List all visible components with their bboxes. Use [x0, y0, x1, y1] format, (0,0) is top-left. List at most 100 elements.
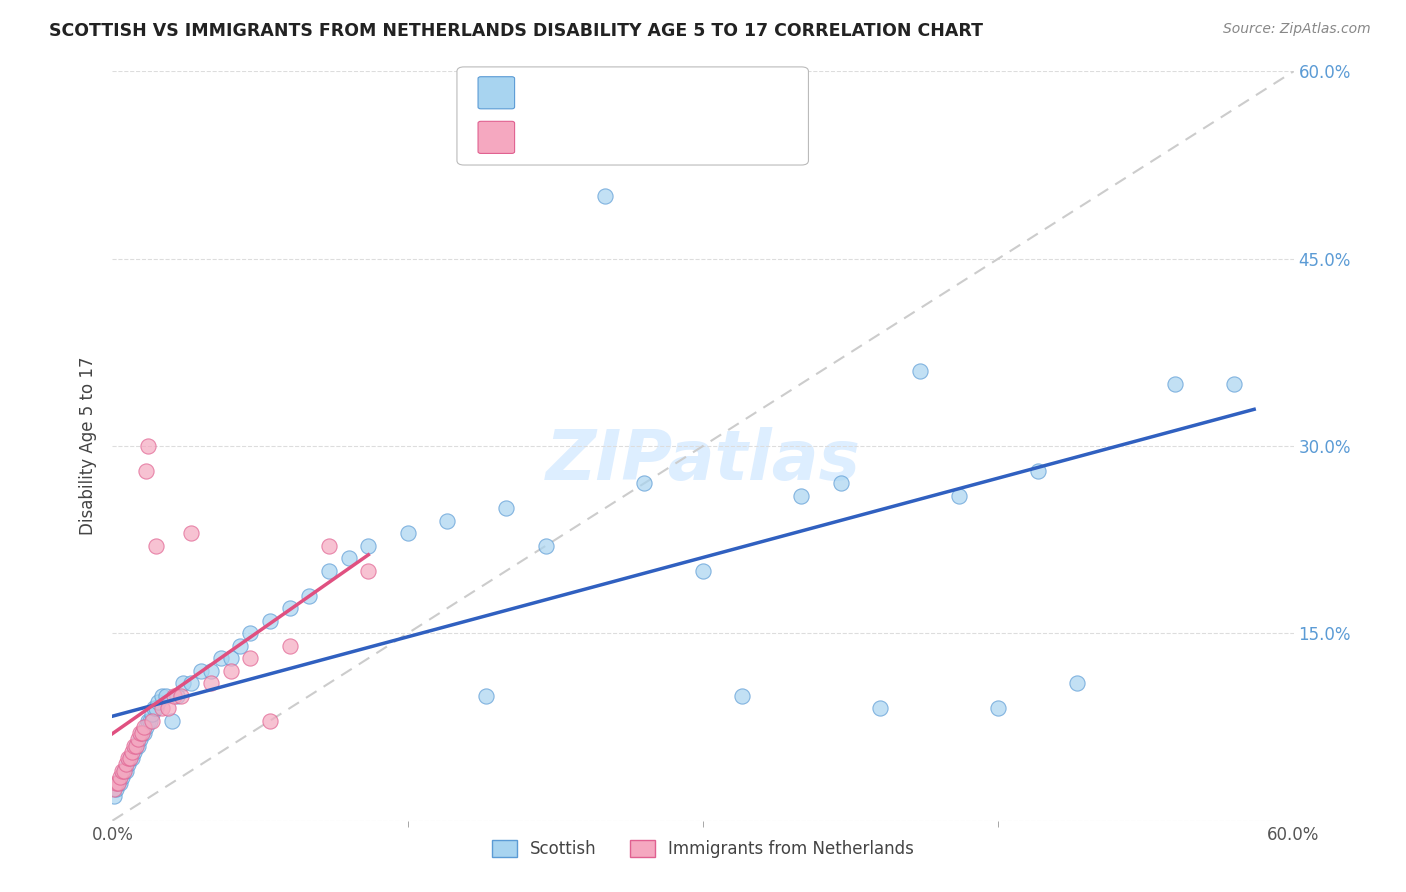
- Point: [129, 732, 152, 747]
- Point: [103, 789, 125, 803]
- Point: [139, 714, 162, 728]
- Point: [103, 782, 125, 797]
- Point: [127, 739, 149, 753]
- Point: [731, 689, 754, 703]
- Point: [117, 751, 139, 765]
- Point: [111, 764, 134, 778]
- Text: 0.615: 0.615: [568, 87, 624, 105]
- Point: [357, 564, 380, 578]
- Point: [1223, 376, 1246, 391]
- Point: [318, 539, 340, 553]
- Point: [219, 651, 242, 665]
- Point: [132, 720, 155, 734]
- Point: [495, 501, 517, 516]
- Point: [145, 701, 167, 715]
- Point: [150, 701, 173, 715]
- Point: [436, 514, 458, 528]
- Point: [180, 676, 202, 690]
- Text: 32: 32: [686, 132, 711, 150]
- Point: [166, 689, 188, 703]
- Point: [135, 464, 157, 478]
- Point: [136, 714, 159, 728]
- Point: [337, 551, 360, 566]
- Text: R =: R =: [526, 132, 565, 150]
- Point: [200, 676, 222, 690]
- Point: [115, 757, 138, 772]
- Point: [112, 764, 135, 778]
- Point: [908, 364, 931, 378]
- Legend: Scottish, Immigrants from Netherlands: Scottish, Immigrants from Netherlands: [485, 833, 921, 864]
- Point: [125, 739, 148, 753]
- Point: [145, 539, 167, 553]
- Point: [111, 770, 134, 784]
- Point: [131, 726, 153, 740]
- Y-axis label: Disability Age 5 to 17: Disability Age 5 to 17: [79, 357, 97, 535]
- Point: [120, 751, 142, 765]
- Point: [120, 751, 142, 765]
- Point: [125, 739, 148, 753]
- Point: [987, 701, 1010, 715]
- Point: [105, 776, 128, 790]
- Point: [127, 732, 149, 747]
- Point: [115, 764, 138, 778]
- Point: [190, 664, 212, 678]
- Point: [396, 526, 419, 541]
- Point: [790, 489, 813, 503]
- Point: [141, 707, 163, 722]
- Point: [110, 770, 132, 784]
- Point: [150, 689, 173, 703]
- Point: [239, 626, 262, 640]
- Point: [1066, 676, 1088, 690]
- Text: Source: ZipAtlas.com: Source: ZipAtlas.com: [1223, 22, 1371, 37]
- Point: [298, 589, 321, 603]
- Point: [229, 639, 252, 653]
- Point: [534, 539, 557, 553]
- Point: [869, 701, 891, 715]
- Point: [259, 714, 281, 728]
- Point: [142, 701, 165, 715]
- Point: [1164, 376, 1187, 391]
- Point: [132, 726, 155, 740]
- Point: [948, 489, 970, 503]
- Point: [135, 720, 157, 734]
- Point: [146, 695, 169, 709]
- Point: [129, 726, 152, 740]
- Point: [692, 564, 714, 578]
- Point: [318, 564, 340, 578]
- Point: [475, 689, 498, 703]
- Point: [107, 776, 129, 790]
- Point: [156, 701, 179, 715]
- Point: [131, 726, 153, 740]
- Point: [122, 745, 145, 759]
- Text: 60: 60: [686, 87, 711, 105]
- Point: [117, 757, 139, 772]
- Point: [136, 439, 159, 453]
- Point: [259, 614, 281, 628]
- Text: SCOTTISH VS IMMIGRANTS FROM NETHERLANDS DISABILITY AGE 5 TO 17 CORRELATION CHART: SCOTTISH VS IMMIGRANTS FROM NETHERLANDS …: [49, 22, 983, 40]
- Point: [1026, 464, 1049, 478]
- Point: [180, 526, 202, 541]
- Point: [200, 664, 222, 678]
- Point: [105, 782, 128, 797]
- Point: [121, 751, 143, 765]
- Point: [122, 739, 145, 753]
- Point: [219, 664, 242, 678]
- Text: N =: N =: [630, 132, 682, 150]
- Text: 0.269: 0.269: [568, 132, 624, 150]
- Point: [160, 714, 183, 728]
- Text: ZIPatlas: ZIPatlas: [546, 427, 860, 494]
- Point: [633, 476, 655, 491]
- Point: [162, 689, 184, 703]
- Point: [170, 689, 193, 703]
- Point: [239, 651, 262, 665]
- Point: [107, 776, 129, 790]
- Point: [278, 601, 301, 615]
- Point: [209, 651, 232, 665]
- Point: [357, 539, 380, 553]
- Point: [278, 639, 301, 653]
- Point: [141, 714, 163, 728]
- Point: [112, 764, 135, 778]
- Text: N =: N =: [630, 87, 682, 105]
- Point: [830, 476, 852, 491]
- Text: R =: R =: [526, 87, 565, 105]
